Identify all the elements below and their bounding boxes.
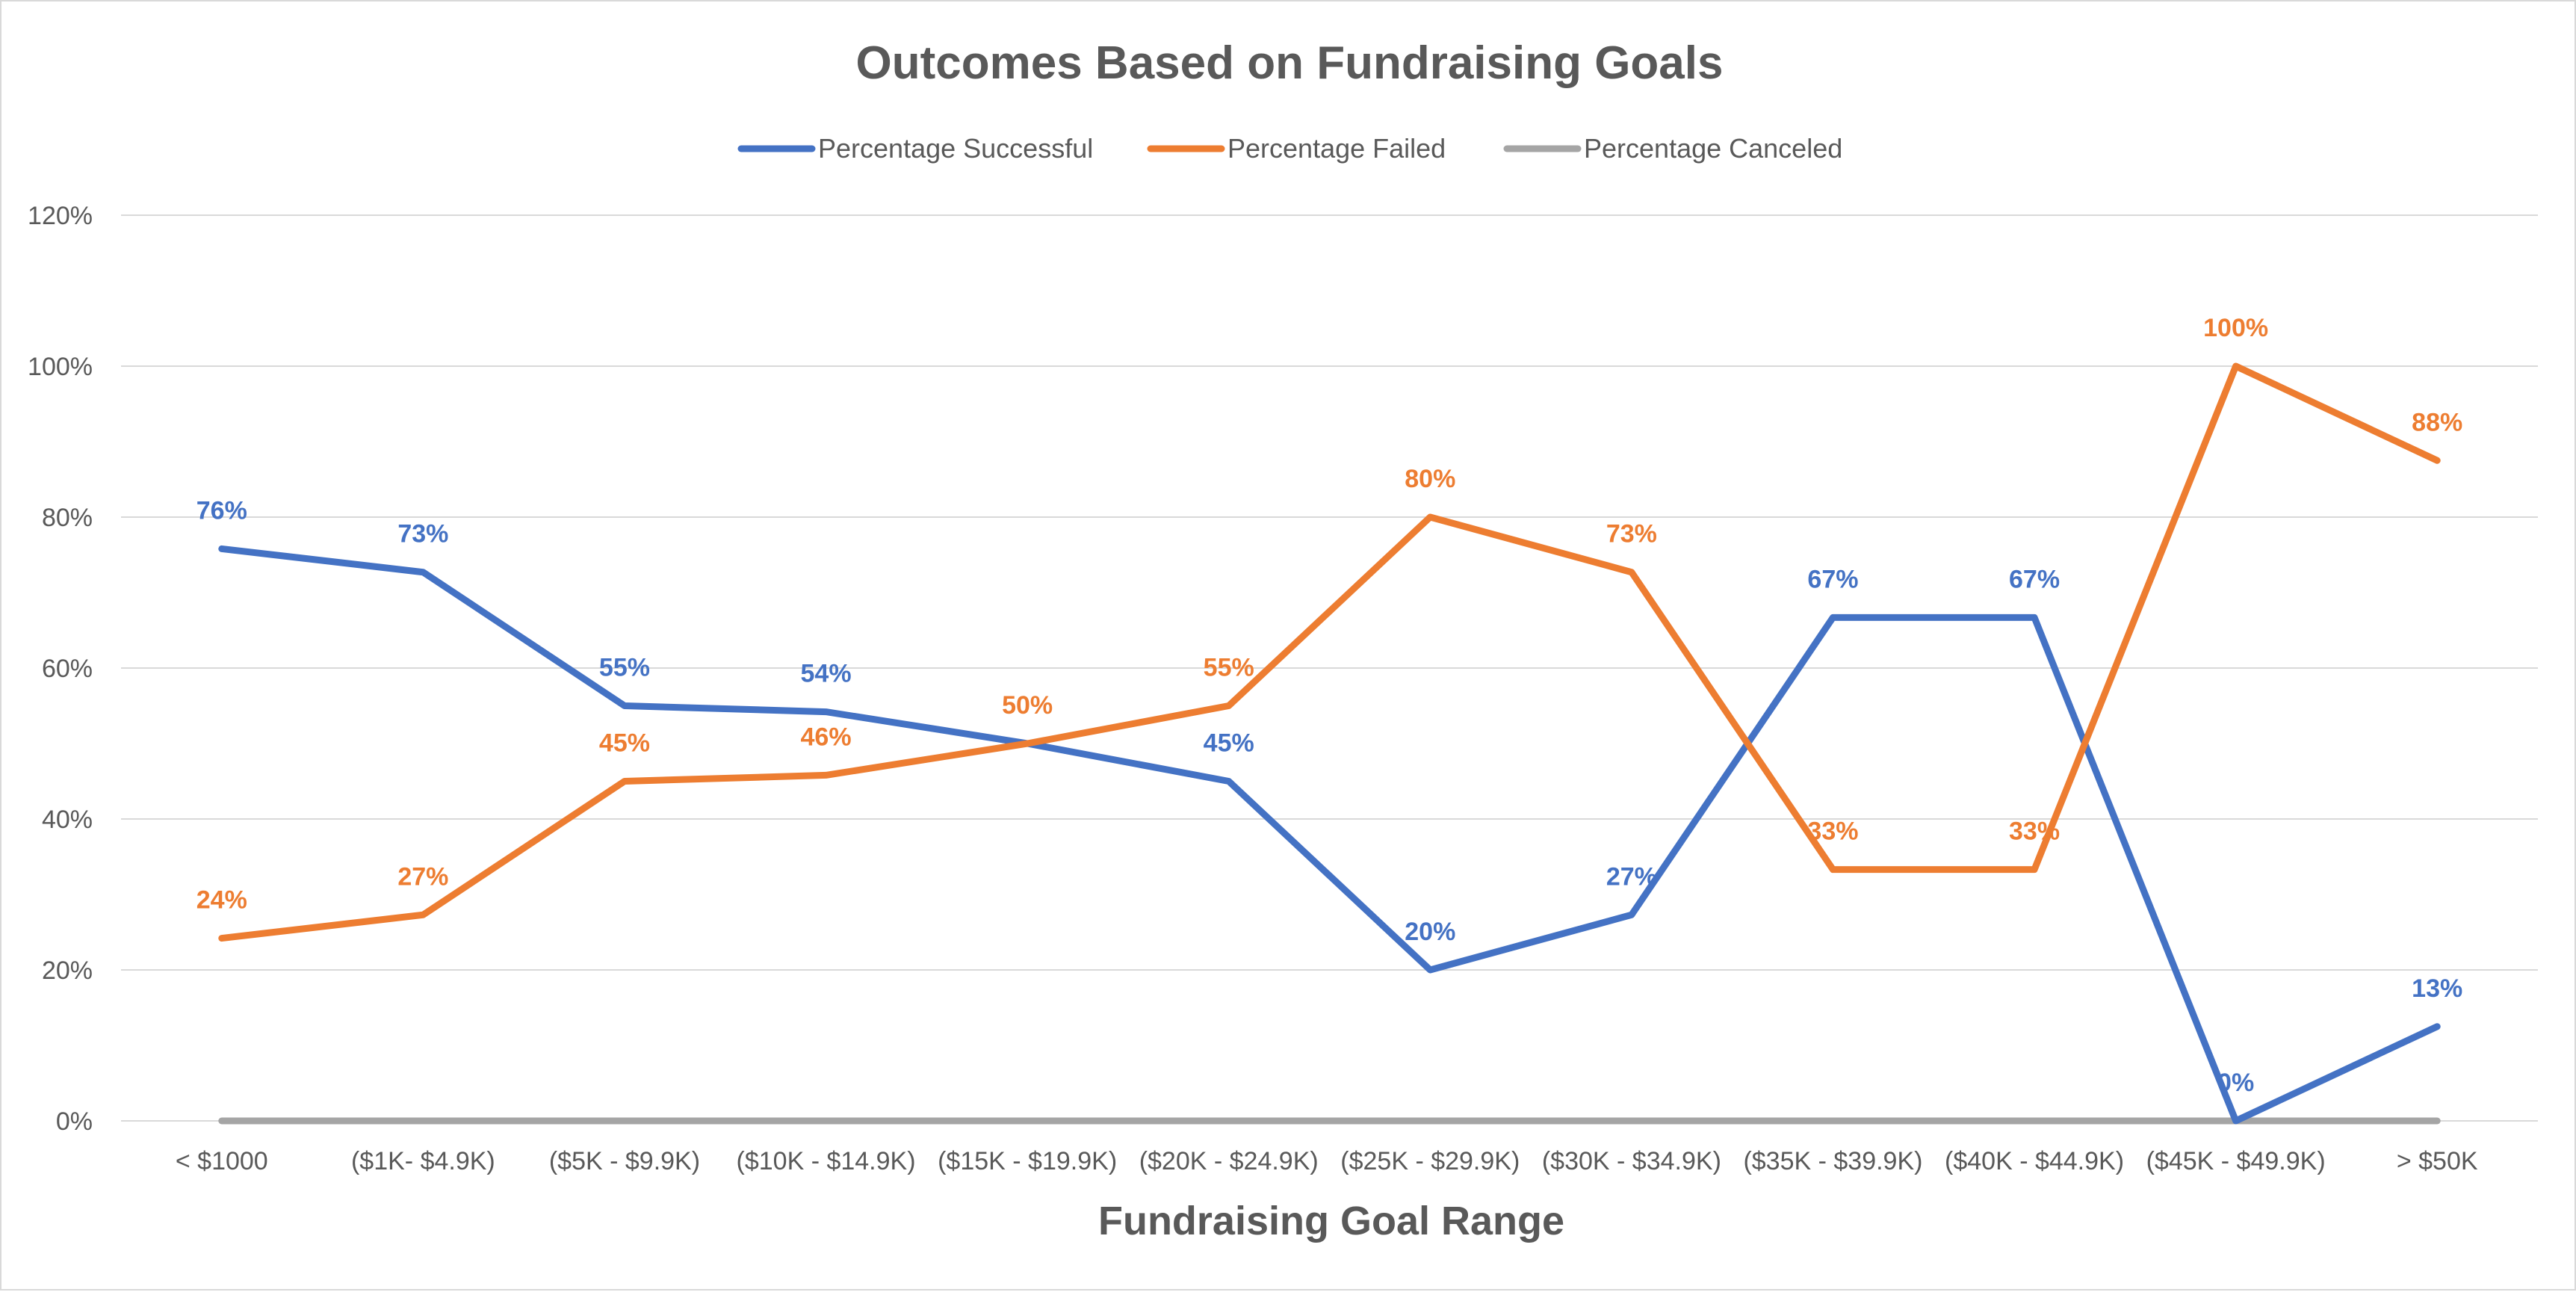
x-tick-label: ($1K- $4.9K) (351, 1147, 495, 1175)
legend-label: Percentage Successful (818, 133, 1093, 164)
legend-label: Percentage Canceled (1584, 133, 1842, 164)
data-label: 80% (1405, 465, 1455, 493)
data-label: 55% (1204, 654, 1254, 682)
legend-item: Percentage Successful (737, 133, 1093, 164)
data-label: 100% (2203, 314, 2268, 342)
data-label: 20% (1405, 918, 1455, 946)
x-tick-label: ($25K - $29.9K) (1340, 1147, 1520, 1175)
chart-title: Outcomes Based on Fundraising Goals (856, 37, 1724, 89)
data-label: 0% (2217, 1069, 2254, 1097)
series-line-percentage-failed (218, 362, 2441, 942)
legend-item: Percentage Canceled (1503, 133, 1842, 164)
data-label: 13% (2412, 974, 2462, 1003)
x-tick-label: ($45K - $49.9K) (2146, 1147, 2326, 1175)
x-tick-label: ($5K - $9.9K) (549, 1147, 700, 1175)
data-label: 27% (1606, 862, 1657, 891)
legend-label: Percentage Failed (1227, 133, 1446, 164)
x-tick-label: < $1000 (176, 1147, 268, 1175)
data-label: 24% (196, 886, 247, 915)
legend: Percentage Successful Percentage Failed Pe… (737, 133, 1842, 164)
data-label: 50% (1002, 691, 1053, 720)
data-label: 73% (397, 520, 448, 548)
data-label: 76% (196, 496, 247, 525)
data-label: 33% (1807, 817, 1858, 846)
gridlines (121, 214, 2538, 1122)
y-tick-label: 80% (42, 504, 93, 532)
data-label: 73% (1606, 520, 1657, 548)
data-label: 88% (2412, 408, 2462, 436)
x-axis-title: Fundraising Goal Range (1098, 1199, 1564, 1243)
data-label: 67% (1807, 565, 1858, 593)
data-label: 67% (2009, 565, 2060, 593)
data-label: 33% (2009, 817, 2060, 846)
legend-item: Percentage Failed (1147, 133, 1446, 164)
data-label: 55% (599, 654, 650, 682)
data-label: 27% (397, 862, 448, 891)
x-tick-label: > $50K (2397, 1147, 2478, 1175)
x-tick-label: ($10K - $14.9K) (737, 1147, 916, 1175)
y-tick-label: 120% (28, 202, 93, 230)
data-label: 45% (599, 729, 650, 758)
x-tick-label: ($30K - $34.9K) (1542, 1147, 1721, 1175)
y-tick-label: 100% (28, 353, 93, 381)
x-axis-ticks: < $1000 ($1K- $4.9K) ($5K - $9.9K) ($10K - … (176, 1147, 2478, 1175)
x-tick-label: ($40K - $44.9K) (1945, 1147, 2124, 1175)
y-tick-label: 40% (42, 806, 93, 834)
y-tick-label: 20% (42, 956, 93, 985)
y-tick-label: 0% (56, 1107, 93, 1136)
data-label: 54% (801, 660, 852, 688)
data-label: 46% (801, 723, 852, 751)
series-lines (218, 362, 2441, 1125)
x-tick-label: ($20K - $24.9K) (1139, 1147, 1319, 1175)
data-label: 45% (1204, 729, 1254, 758)
y-axis-ticks: 0% 20% 40% 60% 80% 100% 120% (28, 202, 93, 1136)
series-line-percentage-successful (218, 545, 2441, 1125)
data-labels: 76% 73% 55% 54% 45% 20% 27% 67% 67% 0% 13% 24% 27% 45… (196, 314, 2462, 1097)
x-tick-label: ($35K - $39.9K) (1743, 1147, 1922, 1175)
x-tick-label: ($15K - $19.9K) (938, 1147, 1117, 1175)
y-tick-label: 60% (42, 655, 93, 683)
